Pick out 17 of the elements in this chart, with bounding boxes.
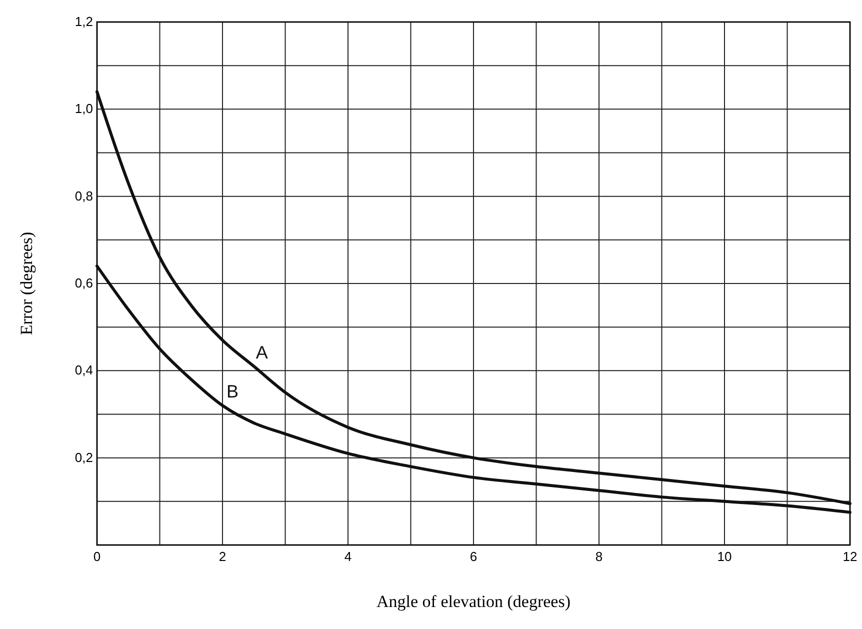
x-tick-label: 10 [717,549,732,564]
y-tick-label: 1,0 [74,101,93,116]
series-label: B [226,382,239,402]
y-tick-label: 0,8 [74,188,93,204]
x-axis-title: Angle of elevation (degrees) [376,592,570,611]
x-tick-label: 8 [595,549,603,564]
series-label: A [256,342,268,362]
y-axis-title: Error (degrees) [17,232,36,336]
y-tick-label: 0,2 [74,450,93,465]
y-tick-label: 0,6 [74,276,93,290]
y-tick-label: 1,2 [74,14,93,29]
x-tick-label: 0 [93,549,101,564]
x-tick-label: 6 [470,549,478,564]
x-tick-label: 2 [218,549,226,564]
y-tick-label: 0,4 [74,362,93,378]
x-tick-label: 12 [842,549,858,564]
x-tick-label: 4 [344,549,352,564]
